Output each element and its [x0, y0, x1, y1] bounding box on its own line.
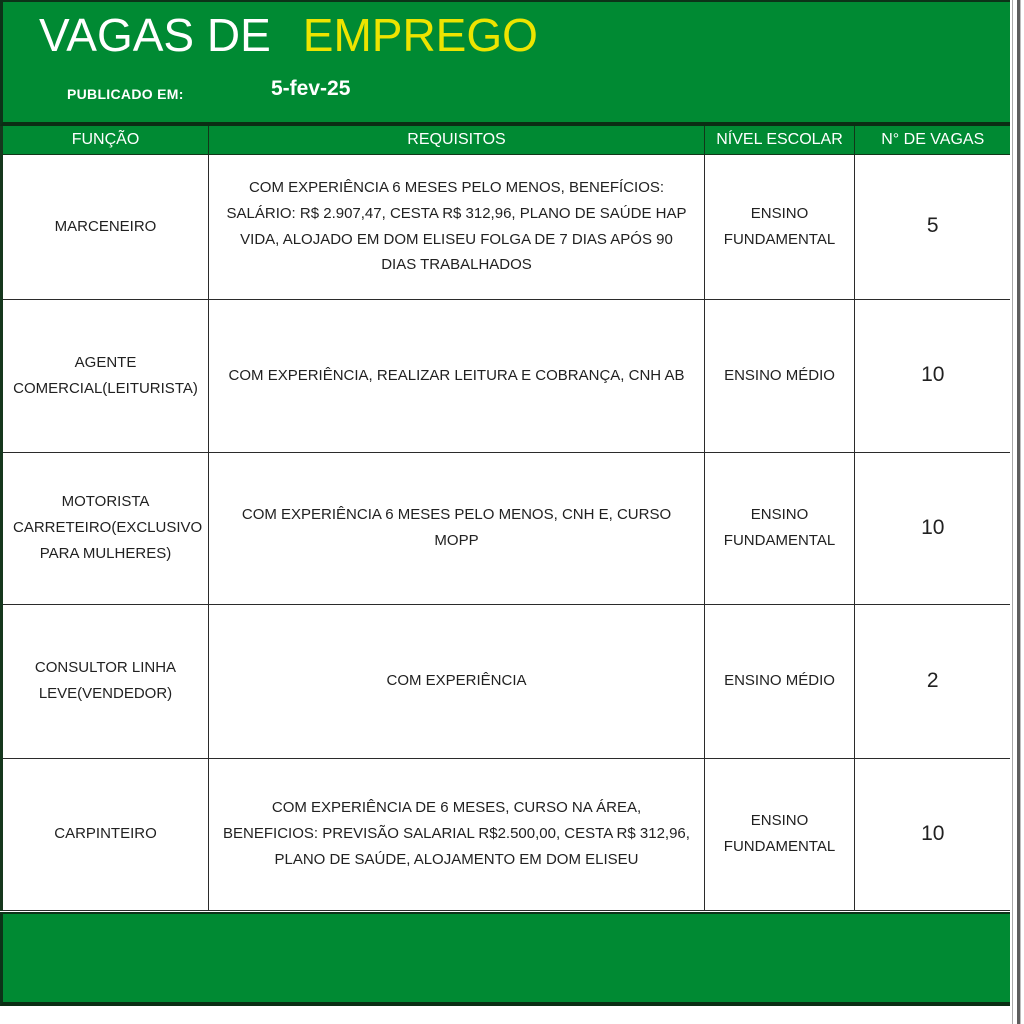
nivel-escolar-cell: ENSINO MÉDIO: [704, 298, 855, 453]
column-header-funcao: FUNÇÃO: [1, 126, 209, 155]
table-body: MARCENEIRO COM EXPERIÊNCIA 6 MESES PELO …: [1, 153, 1012, 911]
num-vagas-cell: 5: [854, 153, 1012, 300]
funcao-cell: MOTORISTA CARRETEIRO(EXCLUSIVO PARA MULH…: [1, 451, 209, 605]
page-title-yellow: EMPREGO: [302, 9, 538, 61]
table-header: FUNÇÃO REQUISITOS NÍVEL ESCOLAR N° DE VA…: [1, 126, 1012, 155]
num-vagas-cell: 10: [854, 298, 1012, 453]
published-date: 5-fev-25: [271, 77, 351, 100]
requisitos-cell: COM EXPERIÊNCIA: [208, 603, 705, 759]
scanned-page-edge: [1010, 0, 1024, 1024]
footer-banner: [0, 911, 1012, 1006]
vacancies-table: FUNÇÃO REQUISITOS NÍVEL ESCOLAR N° DE VA…: [0, 126, 1013, 911]
table-row: CARPINTEIRO COM EXPERIÊNCIA DE 6 MESES, …: [1, 757, 1012, 911]
requisitos-cell: COM EXPERIÊNCIA 6 MESES PELO MENOS, CNH …: [208, 451, 705, 605]
page-title: VAGAS DE EMPREGO: [39, 10, 538, 61]
nivel-escolar-cell: ENSINO FUNDAMENTAL: [704, 757, 855, 911]
published-label: PUBLICADO EM:: [67, 86, 184, 102]
table-row: MOTORISTA CARRETEIRO(EXCLUSIVO PARA MULH…: [1, 451, 1012, 605]
funcao-cell: AGENTE COMERCIAL(LEITURISTA): [1, 298, 209, 453]
page-edge-line-light: [1012, 0, 1013, 1024]
header-banner: VAGAS DE EMPREGO PUBLICADO EM: 5-fev-25: [0, 0, 1012, 126]
nivel-escolar-cell: ENSINO FUNDAMENTAL: [704, 451, 855, 605]
column-header-num-vagas: N° DE VAGAS: [854, 126, 1012, 155]
nivel-escolar-cell: ENSINO MÉDIO: [704, 603, 855, 759]
funcao-cell: CONSULTOR LINHA LEVE(VENDEDOR): [1, 603, 209, 759]
num-vagas-cell: 2: [854, 603, 1012, 759]
nivel-escolar-cell: ENSINO FUNDAMENTAL: [704, 153, 855, 300]
page-title-white: VAGAS DE: [39, 9, 271, 61]
column-header-requisitos: REQUISITOS: [208, 126, 705, 155]
header-row: FUNÇÃO REQUISITOS NÍVEL ESCOLAR N° DE VA…: [1, 126, 1012, 155]
funcao-cell: CARPINTEIRO: [1, 757, 209, 911]
requisitos-cell: COM EXPERIÊNCIA, REALIZAR LEITURA E COBR…: [208, 298, 705, 453]
table-row: CONSULTOR LINHA LEVE(VENDEDOR) COM EXPER…: [1, 603, 1012, 759]
page-edge-line-dark: [1017, 0, 1021, 1024]
requisitos-cell: COM EXPERIÊNCIA DE 6 MESES, CURSO NA ÁRE…: [208, 757, 705, 911]
table-row: AGENTE COMERCIAL(LEITURISTA) COM EXPERIÊ…: [1, 298, 1012, 453]
num-vagas-cell: 10: [854, 757, 1012, 911]
table-row: MARCENEIRO COM EXPERIÊNCIA 6 MESES PELO …: [1, 153, 1012, 300]
flyer-sheet: VAGAS DE EMPREGO PUBLICADO EM: 5-fev-25 F…: [0, 0, 1013, 1006]
requisitos-cell: COM EXPERIÊNCIA 6 MESES PELO MENOS, BENE…: [208, 153, 705, 300]
funcao-cell: MARCENEIRO: [1, 153, 209, 300]
num-vagas-cell: 10: [854, 451, 1012, 605]
column-header-nivel-escolar: NÍVEL ESCOLAR: [704, 126, 855, 155]
